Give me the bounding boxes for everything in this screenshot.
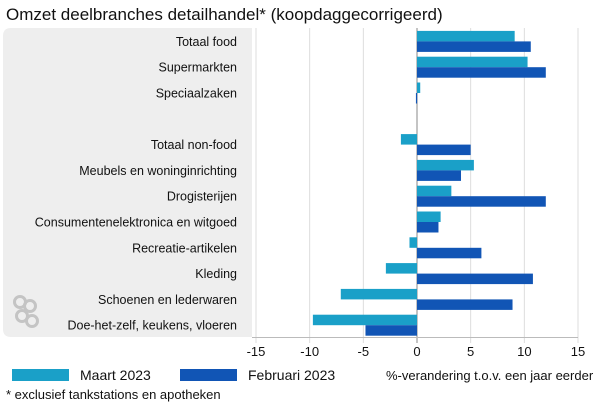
legend: Maart 2023 Februari 2023 [12,367,335,383]
bar-maart-2023 [417,211,441,222]
bar-februari-2023 [417,273,533,285]
bar-maart-2023 [417,30,515,42]
x-tick-labels: -15 -10 -5 0 5 10 15 [247,344,586,359]
category-label: Drogisterijen [167,190,237,204]
legend-label-februari: Februari 2023 [248,367,335,383]
x-axis-label: %-verandering t.o.v. een jaar eerder [386,368,594,383]
bar-februari-2023 [417,222,439,233]
bar-februari-2023 [417,41,531,52]
bar-maart-2023 [409,237,417,248]
category-label: Supermarkten [158,61,237,75]
bar-maart-2023 [340,288,417,300]
category-label: Kleding [195,267,237,281]
bar-februari-2023 [417,144,471,156]
bar-februari-2023 [365,325,417,336]
bar-maart-2023 [417,56,528,68]
bar-februari-2023 [417,170,462,181]
legend-swatch-februari [180,369,237,381]
x-tick-label: 0 [413,344,420,359]
legend-label-maart: Maart 2023 [80,367,151,383]
label-panel-bg [3,28,252,337]
bar-februari-2023 [417,67,546,78]
category-labels: Totaal food Supermarkten Speciaalzaken Tota… [35,35,237,333]
x-tick-label: -10 [300,344,319,359]
bar-februari-2023 [417,299,513,310]
bar-maart-2023 [312,314,417,326]
bar-maart-2023 [417,159,474,171]
cbs-logo-icon [13,295,39,328]
bar-maart-2023 [385,263,417,274]
x-tick-label: 5 [467,344,474,359]
label-panel [3,28,252,337]
category-label: Consumentenelektronica en witgoed [35,216,237,230]
x-tick-label: 10 [517,344,531,359]
category-label: Speciaalzaken [156,87,237,101]
bars [312,30,546,336]
category-label: Totaal food [176,35,237,49]
x-tick-label: -15 [247,344,266,359]
bar-maart-2023 [417,185,452,197]
bar-februari-2023 [417,247,482,259]
bar-maart-2023 [417,82,421,93]
bar-februari-2023 [417,196,546,207]
category-label: Doe-het-zelf, keukens, vloeren [67,319,237,333]
legend-swatch-maart [12,369,69,381]
category-label: Totaal non-food [151,138,237,152]
footnote: * exclusief tankstations en apotheken [6,387,221,402]
category-label: Recreatie-artikelen [132,241,237,255]
x-tick-label: -5 [358,344,370,359]
bar-maart-2023 [400,134,417,145]
category-label: Schoenen en lederwaren [98,293,237,307]
bar-februari-2023 [415,93,418,104]
category-label: Meubels en woninginrichting [79,164,237,178]
chart-title: Omzet deelbranches detailhandel* (koopda… [6,5,443,24]
x-tick-label: 15 [571,344,585,359]
